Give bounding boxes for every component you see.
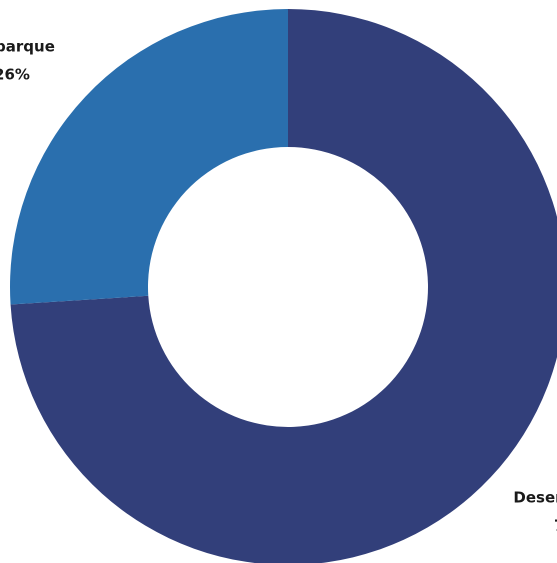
slice-label: Desembarque bbox=[513, 489, 557, 507]
slice-label: Embarque bbox=[0, 38, 55, 56]
slice-value-label: 74% bbox=[554, 517, 557, 535]
donut-slice bbox=[10, 9, 557, 563]
slice-value-label: 26% bbox=[0, 66, 30, 84]
donut-slice bbox=[9, 9, 288, 305]
